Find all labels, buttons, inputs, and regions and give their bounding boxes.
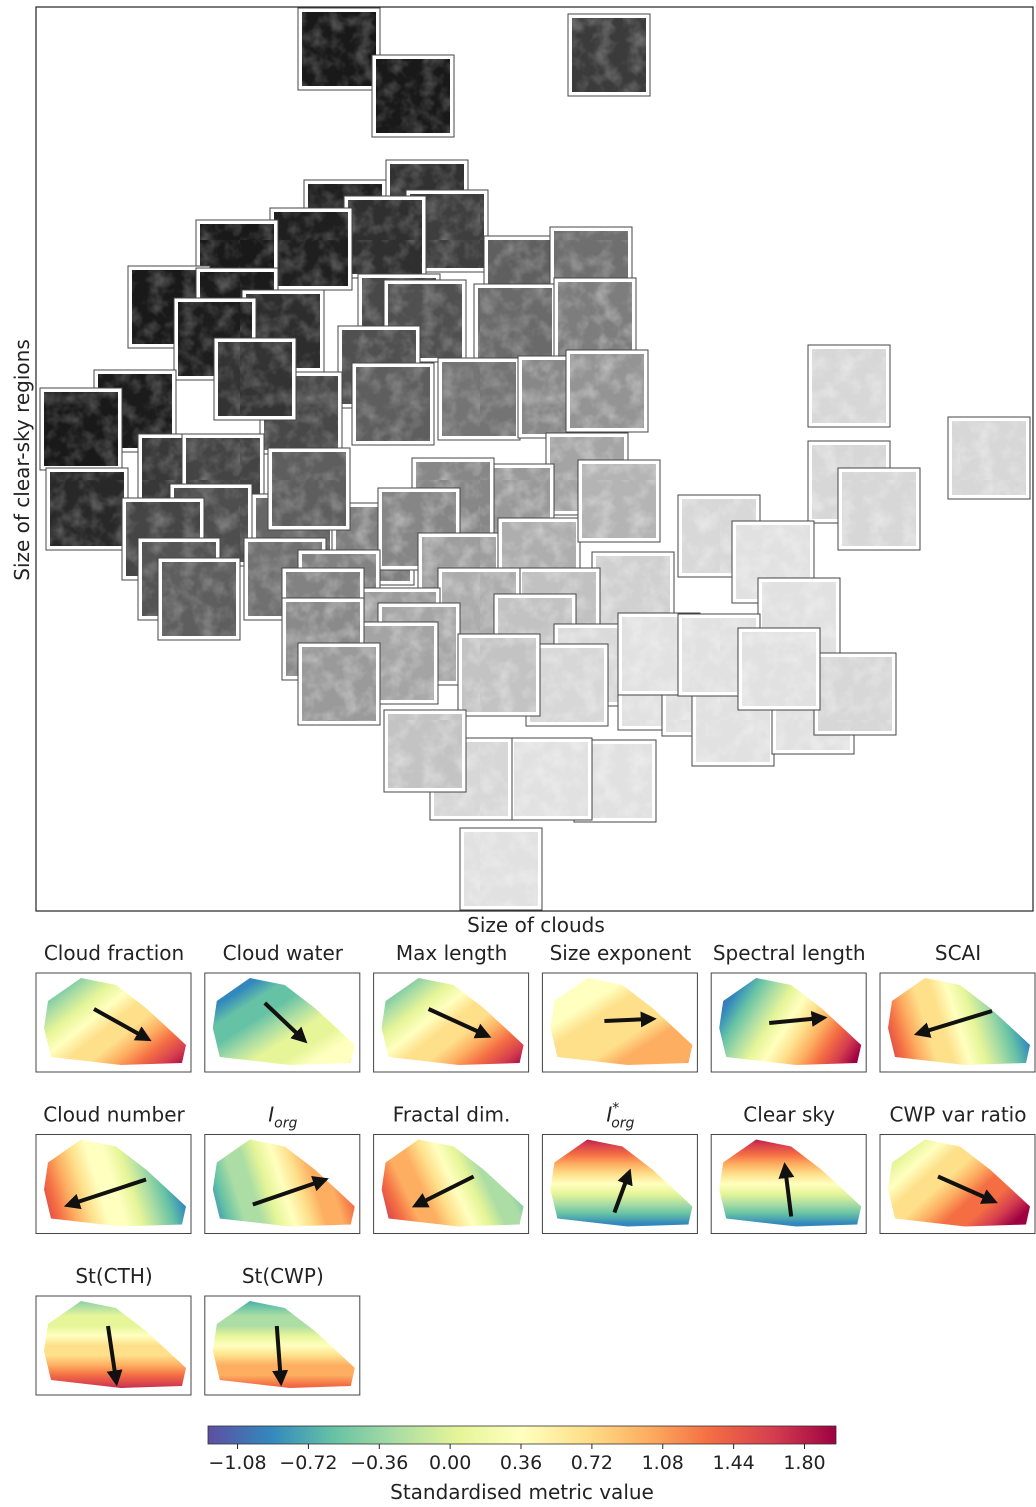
panel <box>710 972 867 1073</box>
main-frame <box>35 6 1034 912</box>
panel-title: Cloud number <box>43 1103 185 1127</box>
colorbar-tick-label: −0.72 <box>279 1452 337 1474</box>
panel-title: Iorg <box>268 1103 297 1132</box>
panel-arrow <box>263 1001 308 1044</box>
panel <box>35 1295 192 1396</box>
title-sub: org <box>611 1116 634 1132</box>
panel-title: Fractal dim. <box>393 1103 511 1127</box>
thumbnail-texture <box>218 342 292 416</box>
panel <box>204 1134 361 1234</box>
panel <box>879 1134 1036 1234</box>
thumbnail-texture <box>348 200 422 274</box>
panel-arrow <box>937 1174 998 1204</box>
panel-title: I* org <box>606 1101 634 1132</box>
panel-title: St(CWP) <box>242 1264 324 1288</box>
panel <box>373 1134 530 1234</box>
thumbnail-texture <box>952 421 1026 495</box>
thumbnail-texture <box>842 472 916 546</box>
panel-arrow <box>93 1007 152 1042</box>
thumbnail-texture <box>462 638 536 712</box>
thumbnail-texture <box>162 562 236 636</box>
panel-title: Size exponent <box>550 941 692 965</box>
thumbnail-texture <box>356 367 430 441</box>
panel-arrow <box>252 1176 329 1207</box>
colorbar-label: Standardised metric value <box>390 1480 654 1503</box>
panel-arrow <box>612 1168 633 1214</box>
thumbnail-texture <box>582 464 656 538</box>
thumbnail-texture <box>274 212 348 286</box>
y-axis-label: Size of clear-sky regions <box>10 339 34 580</box>
panel <box>373 972 530 1073</box>
panel <box>879 972 1036 1073</box>
thumbnail-texture <box>50 472 124 546</box>
panel-arrow <box>604 1011 657 1028</box>
title-sub: org <box>274 1116 297 1132</box>
thumbnail-texture <box>572 18 646 92</box>
thumbnail-texture <box>302 647 376 721</box>
panel-title: CWP var ratio <box>890 1103 1027 1127</box>
thumbnail-texture <box>558 282 632 356</box>
title-base: I <box>268 1103 274 1127</box>
x-axis-label: Size of clouds <box>467 913 605 937</box>
panel-title: St(CTH) <box>75 1264 152 1288</box>
thumbnail-texture <box>812 349 886 423</box>
panel-arrow <box>411 1174 475 1208</box>
panel <box>541 972 698 1073</box>
panel-title: Clear sky <box>743 1103 835 1127</box>
colorbar-fill <box>207 1425 837 1445</box>
panel-title: Max length <box>396 941 507 965</box>
metric-panels: Cloud fraction Cloud water Max length Size … <box>35 941 1036 1396</box>
panel-title: Spectral length <box>713 941 866 965</box>
thumbnail-texture <box>388 714 462 788</box>
title-base: I <box>606 1103 612 1127</box>
colorbar-tick-label: 0.36 <box>500 1452 542 1474</box>
panel-arrow <box>106 1325 123 1387</box>
thumbnail-texture <box>442 362 516 436</box>
panel-title: Cloud fraction <box>44 941 184 965</box>
thumbnail-texture <box>742 632 816 706</box>
thumbnails <box>39 7 1031 911</box>
panel <box>204 972 361 1073</box>
panel <box>35 1134 192 1234</box>
panel-arrow <box>272 1325 289 1387</box>
thumbnail-texture <box>272 452 346 526</box>
thumbnail-texture <box>818 657 892 731</box>
panel-arrow <box>63 1177 147 1210</box>
thumbnail-texture <box>302 12 376 86</box>
thumbnail-texture <box>464 832 538 906</box>
title-sup: * <box>612 1101 619 1117</box>
panel-arrow <box>778 1162 795 1217</box>
colorbar-tick-label: −0.36 <box>350 1452 408 1474</box>
panel-title: Cloud water <box>223 941 344 965</box>
panel <box>35 972 192 1073</box>
thumbnail-texture <box>570 354 644 428</box>
colorbar-tick-label: 1.80 <box>783 1452 825 1474</box>
thumbnail-texture <box>44 392 118 466</box>
thumbnail-texture <box>376 59 450 133</box>
panel-arrow <box>769 1010 828 1027</box>
colorbar-tick-label: 0.00 <box>429 1452 471 1474</box>
colorbar: −1.08 −0.72 −0.36 0.00 0.36 0.72 1.08 1.44 1.80 S… <box>207 1425 837 1504</box>
colorbar-tick-label: −1.08 <box>208 1452 266 1474</box>
thumbnail-texture <box>478 288 552 362</box>
thumbnail-texture <box>530 648 604 722</box>
panel-arrow <box>913 1009 993 1038</box>
colorbar-tick-label: 0.72 <box>571 1452 613 1474</box>
panel <box>204 1295 361 1396</box>
panel <box>710 1134 867 1234</box>
panel <box>541 1134 698 1234</box>
colorbar-tick-label: 1.44 <box>712 1452 754 1474</box>
colorbar-tick-label: 1.08 <box>642 1452 684 1474</box>
panel-arrow <box>427 1007 492 1039</box>
thumbnail-texture <box>514 742 588 816</box>
panel-title: SCAI <box>935 941 981 965</box>
